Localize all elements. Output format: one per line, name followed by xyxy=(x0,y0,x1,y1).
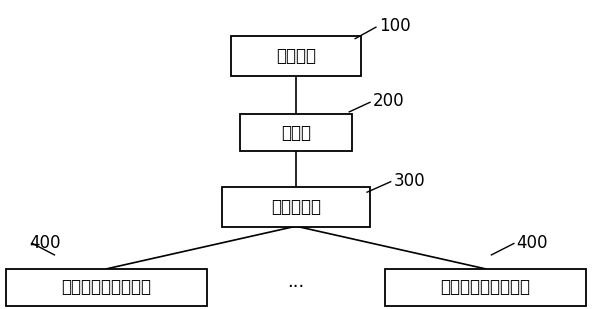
Text: 400: 400 xyxy=(30,234,61,252)
Bar xyxy=(6,269,207,306)
Text: 200: 200 xyxy=(373,92,404,110)
Text: 分布式输入输出单元: 分布式输入输出单元 xyxy=(440,278,530,296)
Bar xyxy=(231,36,361,76)
Bar xyxy=(385,269,586,306)
Bar xyxy=(222,187,370,227)
Text: 100: 100 xyxy=(379,17,410,35)
Text: 300: 300 xyxy=(394,172,425,190)
Text: ···: ··· xyxy=(287,278,305,296)
Text: 中央控制器: 中央控制器 xyxy=(271,198,321,216)
Text: 400: 400 xyxy=(516,234,548,252)
Bar xyxy=(240,114,352,151)
Text: 分布式输入输出单元: 分布式输入输出单元 xyxy=(62,278,152,296)
Text: 工业电脑: 工业电脑 xyxy=(276,47,316,65)
Text: 交换机: 交换机 xyxy=(281,124,311,142)
